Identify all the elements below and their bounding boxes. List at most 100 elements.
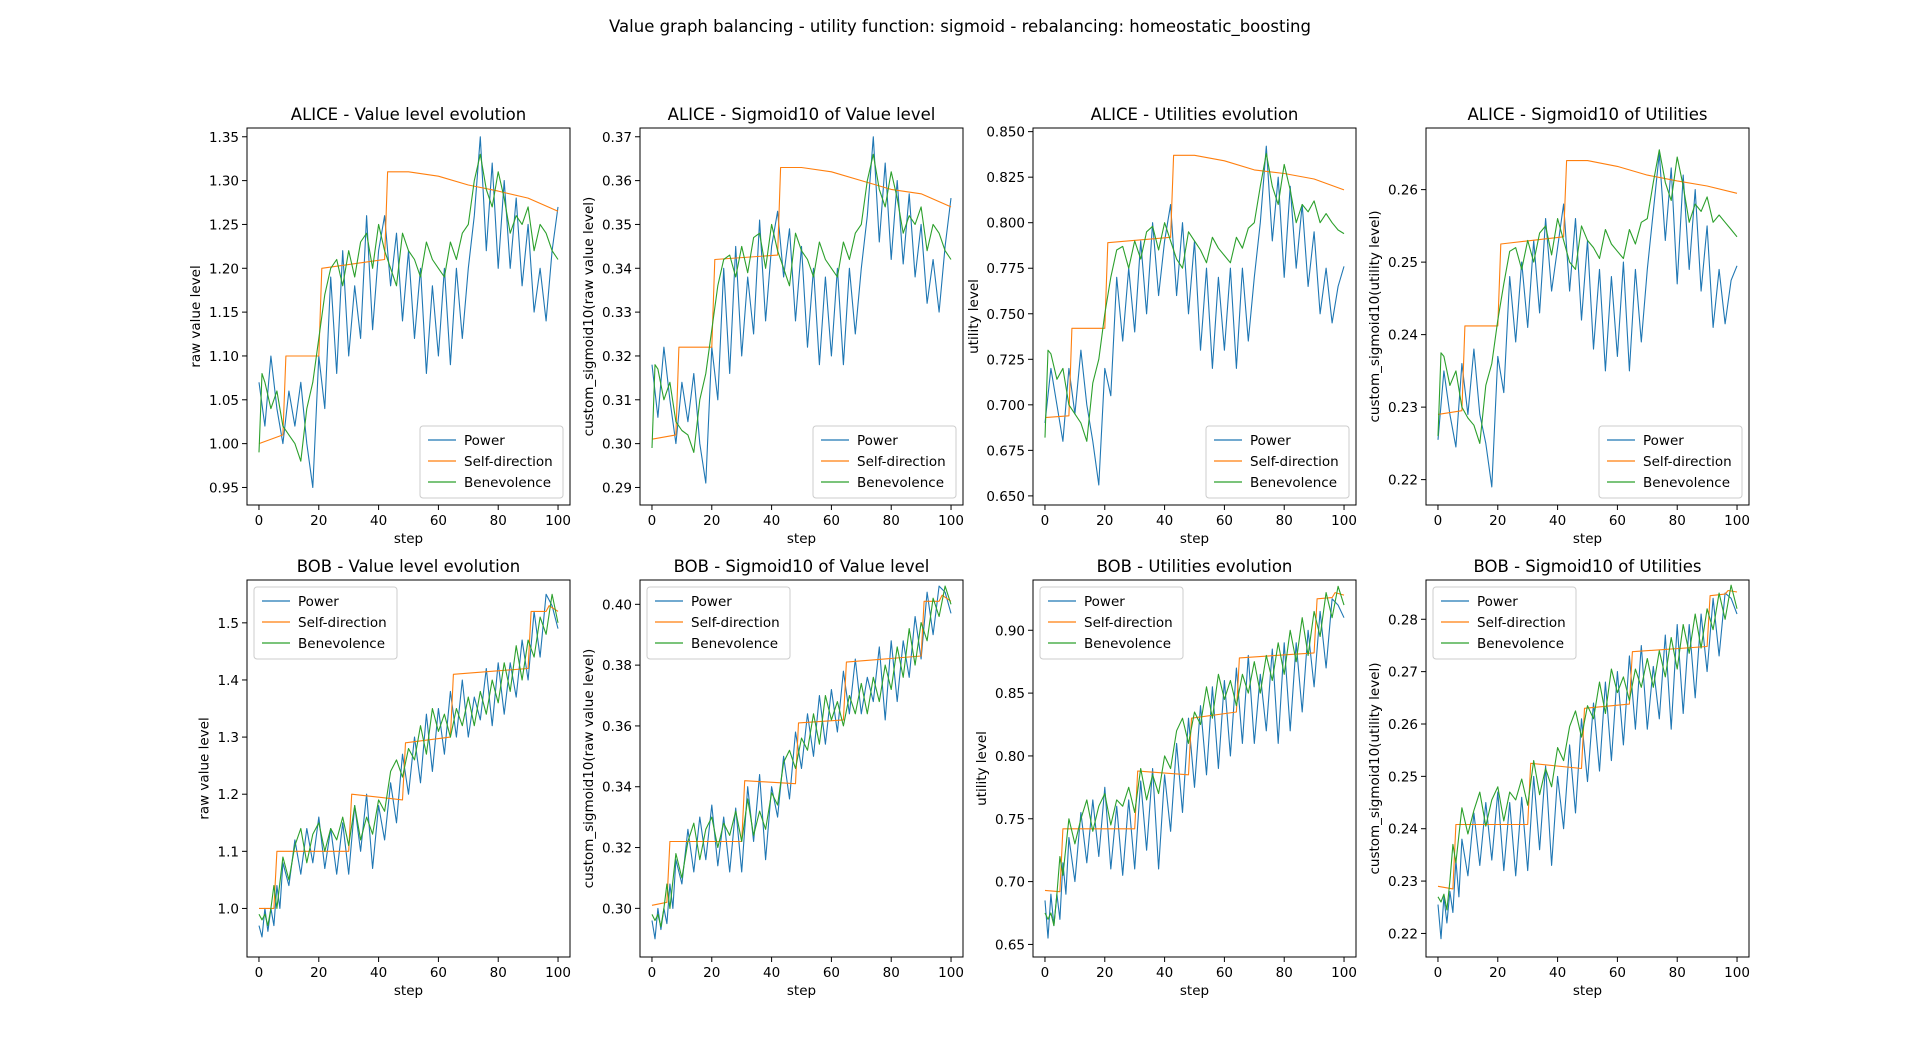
series-line-benevolence	[1044, 585, 1345, 927]
figure-title: Value graph balancing - utility function…	[609, 17, 1311, 36]
series-line-self-direction	[258, 171, 559, 445]
x-tick-label: 100	[1331, 513, 1357, 529]
y-axis-label: utility level	[974, 731, 990, 806]
legend-label-benevolence: Benevolence	[298, 636, 385, 652]
y-tick-label: 0.65	[995, 937, 1025, 953]
x-tick-label: 0	[1434, 513, 1443, 529]
y-axis-label: custom_sigmoid10(utility level)	[1367, 662, 1383, 874]
series-line-benevolence	[651, 153, 952, 453]
y-tick-label: 0.34	[602, 780, 632, 796]
x-tick-label: 40	[370, 965, 387, 981]
y-axis-label: custom_sigmoid10(raw value level)	[581, 649, 597, 889]
y-tick-label: 0.25	[1388, 769, 1418, 785]
legend-label-benevolence: Benevolence	[1250, 475, 1337, 491]
legend-label-self-direction: Self-direction	[298, 615, 387, 631]
y-tick-label: 0.24	[1388, 328, 1418, 344]
y-tick-label: 1.35	[209, 130, 239, 146]
legend: Power Self-direction Benevolence	[812, 425, 957, 499]
series-line-self-direction	[1044, 154, 1345, 419]
legend-label-self-direction: Self-direction	[1084, 615, 1173, 631]
y-tick-label: 0.24	[1388, 822, 1418, 838]
series-line-power	[1044, 598, 1345, 939]
legend-label-self-direction: Self-direction	[1477, 615, 1566, 631]
legend-box	[1598, 425, 1743, 499]
series-line-power	[651, 136, 952, 484]
x-axis-label: step	[1180, 983, 1209, 999]
x-tick-label: 80	[1669, 513, 1686, 529]
series-line-benevolence	[258, 153, 559, 462]
x-tick-label: 60	[430, 513, 447, 529]
panel-title: BOB - Sigmoid10 of Utilities	[1473, 557, 1701, 576]
x-axis-label: step	[394, 983, 423, 999]
x-tick-label: 60	[1216, 513, 1233, 529]
y-tick-label: 1.25	[209, 217, 239, 233]
x-tick-label: 80	[490, 513, 507, 529]
subplot-6: 0 20 40 60 80 100 0.65 0.70 0.75 0.80 0.85 0.90 BOB …	[974, 557, 1357, 999]
x-axis-label: step	[787, 531, 816, 547]
y-axis-label: custom_sigmoid10(utility level)	[1367, 210, 1383, 422]
y-tick-label: 0.725	[986, 352, 1025, 368]
x-tick-label: 0	[1041, 965, 1050, 981]
x-tick-label: 20	[1096, 513, 1113, 529]
y-tick-label: 0.28	[1388, 612, 1418, 628]
axes-frame	[246, 127, 571, 506]
y-tick-label: 0.675	[986, 443, 1025, 459]
y-tick-label: 1.0	[218, 901, 239, 917]
y-axis-label: raw value level	[188, 265, 204, 367]
axes-frame	[1425, 579, 1750, 958]
x-tick-label: 20	[703, 965, 720, 981]
series-line-benevolence	[651, 585, 952, 928]
y-axis-label: custom_sigmoid10(raw value level)	[581, 197, 597, 437]
y-tick-label: 0.85	[995, 686, 1025, 702]
y-tick-label: 0.75	[995, 812, 1025, 828]
legend-label-power: Power	[1477, 594, 1518, 610]
y-tick-label: 0.35	[602, 217, 632, 233]
x-tick-label: 60	[823, 513, 840, 529]
y-tick-label: 1.05	[209, 393, 239, 409]
x-tick-label: 100	[1331, 965, 1357, 981]
panel-title: ALICE - Value level evolution	[291, 105, 526, 124]
x-tick-label: 20	[310, 965, 327, 981]
y-tick-label: 0.80	[995, 749, 1025, 765]
legend-label-self-direction: Self-direction	[857, 454, 946, 470]
y-tick-label: 0.30	[602, 901, 632, 917]
y-tick-label: 0.650	[986, 489, 1025, 505]
axes-frame	[639, 127, 964, 506]
panel-title: ALICE - Utilities evolution	[1091, 105, 1299, 124]
legend-label-power: Power	[857, 433, 898, 449]
axes-frame	[1032, 127, 1357, 506]
x-tick-label: 40	[763, 513, 780, 529]
x-tick-label: 80	[1276, 513, 1293, 529]
y-tick-label: 0.22	[1388, 473, 1418, 489]
y-tick-label: 0.750	[986, 307, 1025, 323]
legend: Power Self-direction Benevolence	[1039, 586, 1184, 660]
x-tick-label: 60	[823, 965, 840, 981]
x-tick-label: 60	[430, 965, 447, 981]
x-tick-label: 60	[1216, 965, 1233, 981]
legend-label-self-direction: Self-direction	[1643, 454, 1732, 470]
subplot-7: 0 20 40 60 80 100 0.22 0.23 0.24 0.25 0.26 0.27 0.28…	[1367, 557, 1750, 999]
y-tick-label: 0.700	[986, 398, 1025, 414]
legend: Power Self-direction Benevolence	[1205, 425, 1350, 499]
y-tick-label: 1.20	[209, 261, 239, 277]
legend-label-power: Power	[298, 594, 339, 610]
series-line-self-direction	[1437, 589, 1738, 890]
x-axis-label: step	[1573, 983, 1602, 999]
legend: Power Self-direction Benevolence	[253, 586, 398, 660]
panel-title: BOB - Value level evolution	[297, 557, 520, 576]
x-tick-label: 20	[703, 513, 720, 529]
legend-label-self-direction: Self-direction	[1250, 454, 1339, 470]
x-tick-label: 60	[1609, 965, 1626, 981]
y-tick-label: 1.2	[218, 787, 239, 803]
subplot-3: 0 20 40 60 80 100 0.22 0.23 0.24 0.25 0.26 ALICE - …	[1367, 105, 1750, 547]
legend: Power Self-direction Benevolence	[1432, 586, 1577, 660]
y-tick-label: 0.26	[1388, 183, 1418, 199]
x-tick-label: 100	[545, 965, 571, 981]
x-tick-label: 80	[490, 965, 507, 981]
x-tick-label: 100	[938, 965, 964, 981]
panel-title: ALICE - Sigmoid10 of Utilities	[1468, 105, 1708, 124]
x-axis-label: step	[1573, 531, 1602, 547]
legend-label-power: Power	[1084, 594, 1125, 610]
legend-box	[1039, 586, 1184, 660]
y-tick-label: 0.33	[602, 305, 632, 321]
